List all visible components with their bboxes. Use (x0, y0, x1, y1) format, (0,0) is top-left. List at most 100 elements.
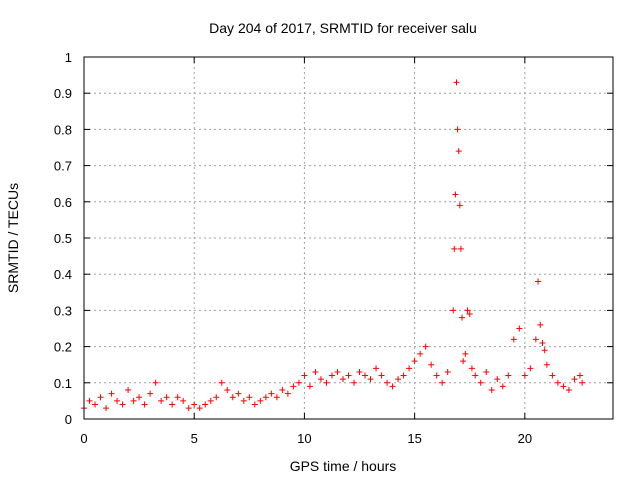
data-point (565, 387, 572, 394)
data-point (257, 397, 264, 404)
data-point (229, 394, 236, 401)
data-point (136, 394, 143, 401)
y-tick-label: 0.4 (54, 267, 72, 282)
data-point (290, 383, 297, 390)
data-point (268, 390, 275, 397)
data-point (213, 394, 220, 401)
data-point (395, 376, 402, 383)
data-point (505, 372, 512, 379)
data-point (535, 278, 542, 285)
grid (84, 57, 613, 419)
data-point (202, 401, 209, 408)
data-point (537, 321, 544, 328)
x-tick-label: 20 (518, 431, 532, 446)
data-point (460, 358, 467, 365)
data-point (516, 325, 523, 332)
data-point (417, 350, 424, 357)
data-point (543, 361, 550, 368)
data-point (273, 394, 280, 401)
data-point (191, 401, 198, 408)
data-point (521, 372, 528, 379)
data-point (362, 372, 369, 379)
data-point (384, 379, 391, 386)
data-point (472, 372, 479, 379)
data-point (334, 368, 341, 375)
data-point (576, 372, 583, 379)
data-point (453, 79, 460, 86)
data-point (103, 405, 110, 412)
data-point (477, 379, 484, 386)
data-point (367, 376, 374, 383)
data-point (295, 379, 302, 386)
data-point (174, 394, 181, 401)
data-point (411, 358, 418, 365)
data-point (450, 307, 457, 314)
data-point (339, 376, 346, 383)
data-point (378, 372, 385, 379)
data-point (158, 397, 165, 404)
chart-title: Day 204 of 2017, SRMTID for receiver sal… (209, 20, 477, 36)
data-point (457, 245, 464, 252)
data-point (560, 383, 567, 390)
x-axis-label: GPS time / hours (290, 458, 397, 474)
y-tick-label: 0.3 (54, 303, 72, 318)
data-point (114, 397, 121, 404)
data-point (527, 365, 534, 372)
data-point (317, 376, 324, 383)
y-tick-label: 0.8 (54, 122, 72, 137)
data-point (510, 336, 517, 343)
data-point (422, 343, 429, 350)
data-point (323, 379, 330, 386)
data-point (451, 245, 458, 252)
y-tick-label: 0.9 (54, 86, 72, 101)
data-point (454, 126, 461, 133)
data-point (108, 390, 115, 397)
data-points (81, 79, 586, 412)
data-point (549, 372, 556, 379)
data-point (218, 379, 225, 386)
data-point (125, 387, 132, 394)
y-tick-label: 0 (65, 412, 72, 427)
data-point (86, 397, 93, 404)
data-point (532, 336, 539, 343)
data-point (279, 387, 286, 394)
data-point (406, 365, 413, 372)
data-point (152, 379, 159, 386)
data-point (284, 390, 291, 397)
data-point (196, 405, 203, 412)
plot-frame (83, 56, 614, 420)
data-point (539, 339, 546, 346)
y-tick-label: 1 (65, 50, 72, 65)
x-tick-label: 5 (191, 431, 198, 446)
axis-tick-labels: 00.10.20.30.40.50.60.70.80.910 5 10 15 20 (54, 50, 532, 446)
data-point (462, 350, 469, 357)
data-point (312, 368, 319, 375)
data-point (499, 383, 506, 390)
data-point (351, 379, 358, 386)
data-point (468, 365, 475, 372)
y-tick-label: 0.6 (54, 195, 72, 210)
data-point (554, 379, 561, 386)
data-point (541, 347, 548, 354)
data-point (185, 405, 192, 412)
data-point (147, 390, 154, 397)
data-point (444, 368, 451, 375)
data-point (169, 401, 176, 408)
x-tick-label: 0 (80, 431, 87, 446)
y-tick-label: 0.7 (54, 159, 72, 174)
x-tick-label: 10 (297, 431, 311, 446)
data-point (400, 372, 407, 379)
data-point (301, 372, 308, 379)
data-point (459, 314, 466, 321)
data-point (494, 376, 501, 383)
data-point (306, 383, 313, 390)
data-point (240, 397, 247, 404)
data-point (92, 401, 99, 408)
data-point (345, 372, 352, 379)
data-point (207, 397, 214, 404)
data-point (97, 394, 104, 401)
data-point (428, 361, 435, 368)
x-tick-label: 15 (407, 431, 421, 446)
